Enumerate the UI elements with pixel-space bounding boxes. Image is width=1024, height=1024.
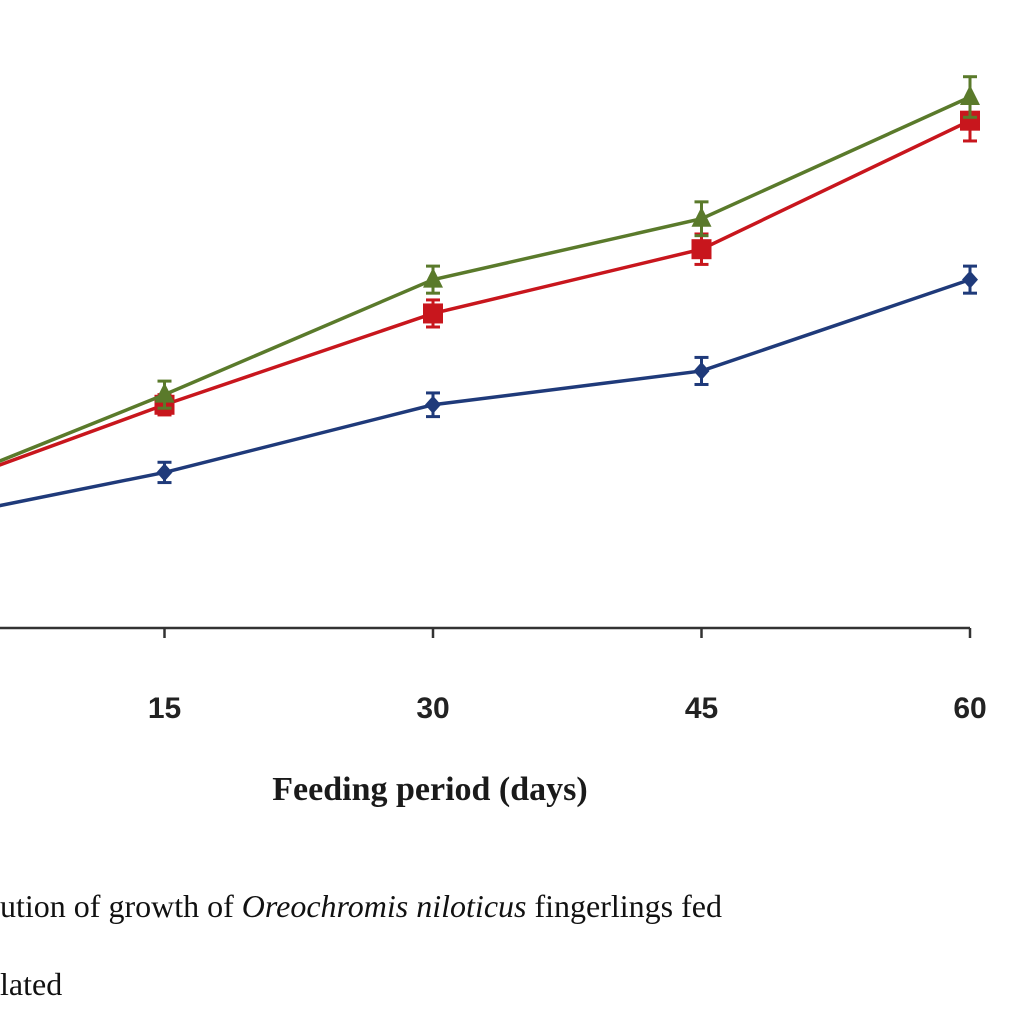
x-tick-label: 15 — [148, 692, 181, 725]
data-point-square — [691, 239, 712, 260]
caption-species: Oreochromis niloticus — [241, 888, 527, 924]
caption-text-a: ution of growth of — [0, 888, 242, 924]
series-layer — [0, 75, 980, 508]
series-triangle — [0, 75, 980, 463]
x-tick-label: 45 — [685, 692, 718, 725]
caption-text-b: fingerlings fed — [526, 888, 722, 924]
series-diamond — [0, 264, 978, 508]
data-point-diamond — [693, 361, 710, 380]
data-point-diamond — [156, 463, 173, 482]
series-line — [0, 119, 971, 467]
data-point-triangle — [960, 85, 980, 105]
x-tick-label: 60 — [953, 692, 986, 725]
x-axis-title: Feeding period (days) — [272, 771, 587, 808]
data-point-triangle — [423, 267, 443, 288]
figure-caption-line-1: ution of growth of Oreochromis niloticus… — [0, 888, 722, 925]
data-point-square — [960, 110, 980, 131]
x-tick-labels: 15 30 45 60 — [148, 692, 987, 725]
data-point-diamond — [425, 395, 441, 414]
figure-caption-line-2: lated — [0, 966, 62, 1003]
data-point-diamond — [962, 270, 978, 289]
data-point-triangle — [691, 206, 712, 227]
axes — [0, 626, 972, 638]
x-tick-label: 30 — [416, 692, 449, 725]
data-point-triangle — [154, 382, 175, 403]
caption-text-c: lated — [0, 966, 63, 1002]
data-point-square — [423, 303, 443, 324]
